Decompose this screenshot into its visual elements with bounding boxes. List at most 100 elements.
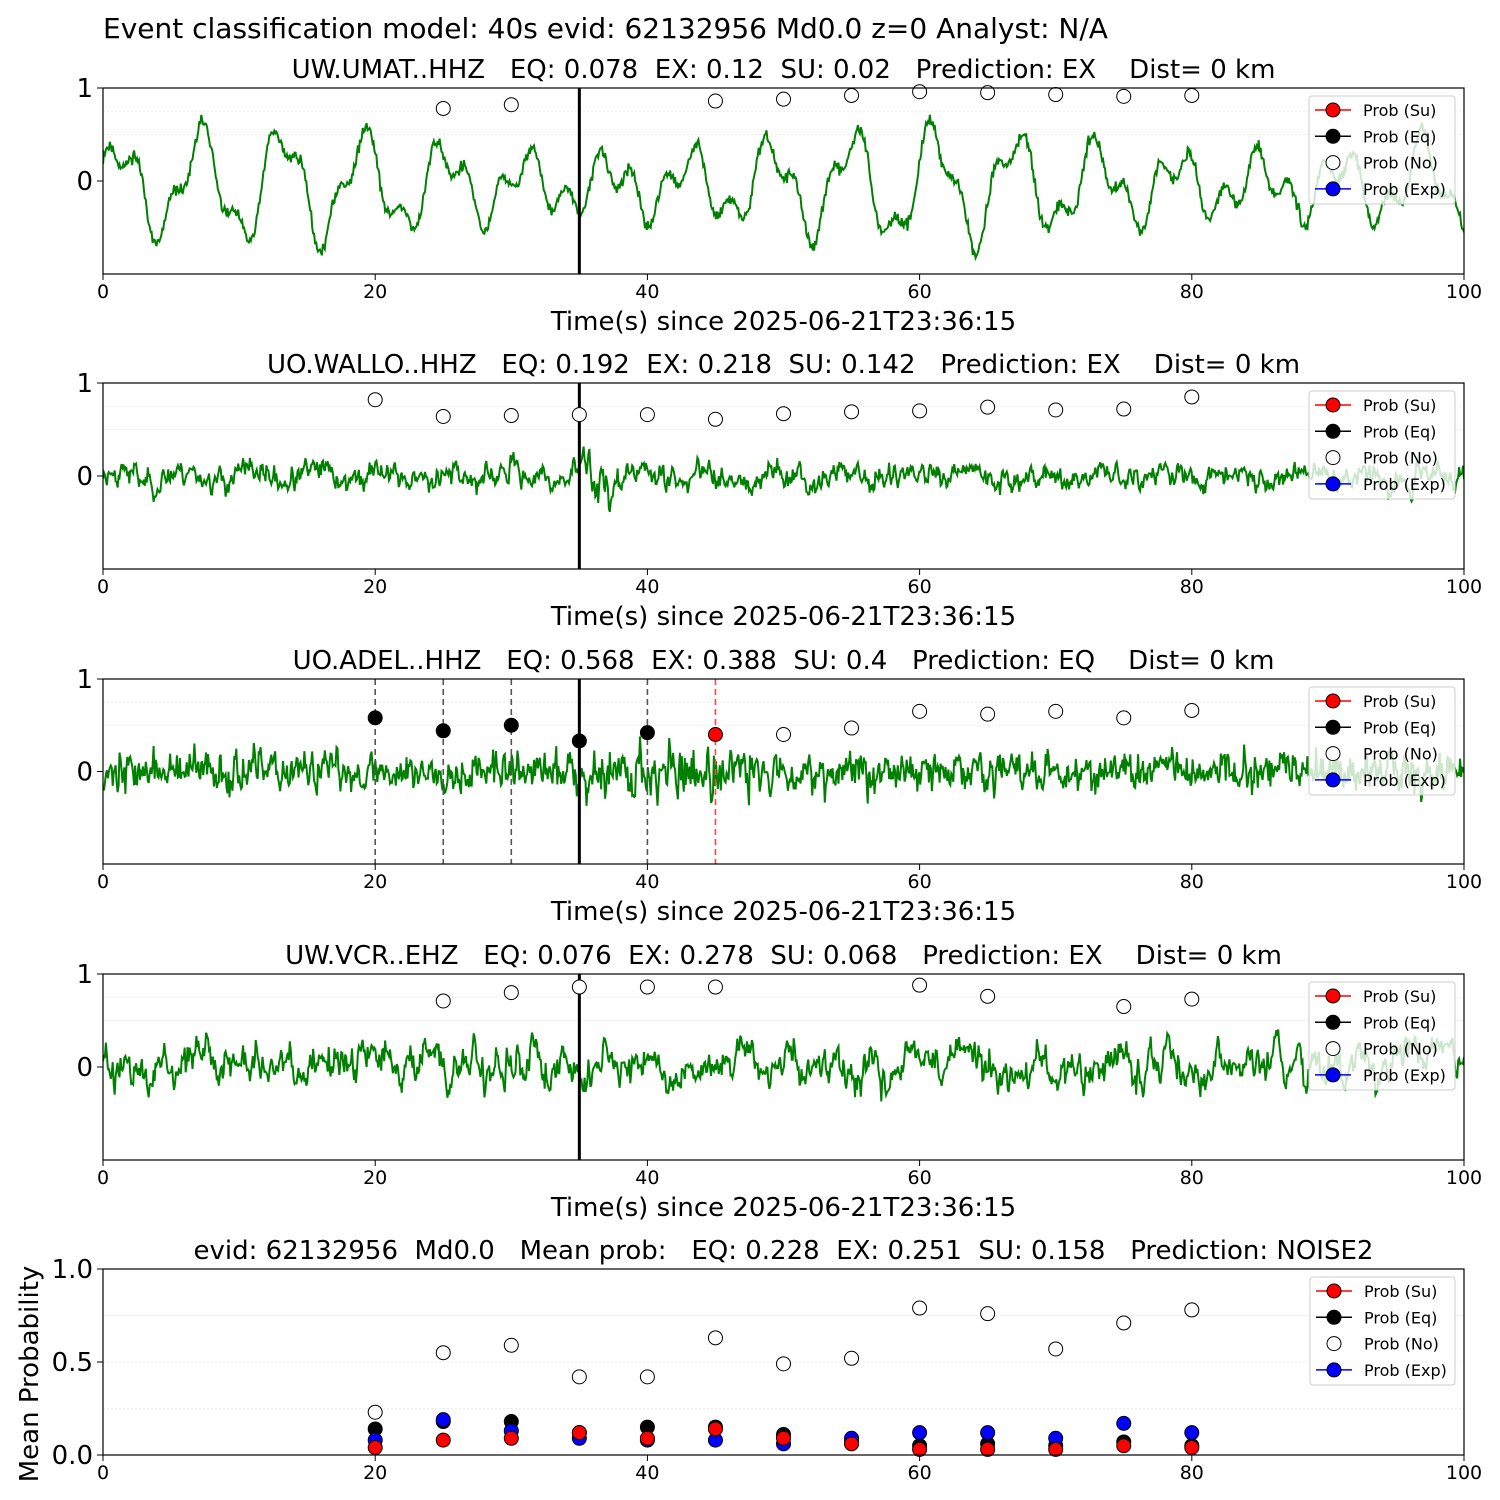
panel-4: 0 20 40 60 80 100 0 1 UW.VCR..EHZ EQ: 0.076 EX: … bbox=[76, 941, 1482, 1223]
legend-label: Prob (Eq) bbox=[1363, 422, 1436, 441]
prob-no-point bbox=[1184, 87, 1200, 103]
legend-label: Prob (Exp) bbox=[1364, 1361, 1447, 1380]
prob-no-point bbox=[367, 392, 383, 408]
x-tick-label: 40 bbox=[635, 281, 659, 303]
y-tick-label: 0.5 bbox=[52, 1348, 93, 1378]
prob-exp-point bbox=[912, 1425, 928, 1441]
plot-area bbox=[103, 88, 1464, 274]
x-tick-label: 0 bbox=[97, 1167, 109, 1189]
legend-box bbox=[1308, 686, 1456, 796]
y-tick-label: 0.0 bbox=[52, 1441, 93, 1471]
y-tick-label: 1 bbox=[76, 74, 93, 104]
prob-no-point bbox=[844, 87, 860, 103]
legend-marker bbox=[1325, 988, 1341, 1004]
prob-no-point bbox=[503, 985, 519, 1001]
prob-exp-point bbox=[980, 1425, 996, 1441]
x-tick-label: 100 bbox=[1446, 871, 1482, 893]
prob-no-point bbox=[435, 1345, 451, 1361]
prob-eq-point bbox=[367, 710, 383, 726]
y-tick-label: 0 bbox=[76, 462, 93, 492]
prob-no-point bbox=[1048, 703, 1064, 719]
legend-label: Prob (Su) bbox=[1363, 101, 1436, 120]
prob-no-point bbox=[844, 720, 860, 736]
panel-title: UW.VCR..EHZ EQ: 0.076 EX: 0.278 SU: 0.06… bbox=[285, 941, 1282, 971]
legend-marker bbox=[1326, 1362, 1342, 1378]
prob-su-point bbox=[639, 1430, 655, 1446]
prob-no-point bbox=[844, 1350, 860, 1366]
x-tick-label: 20 bbox=[363, 1167, 387, 1189]
waveform-trace bbox=[103, 736, 1464, 806]
prob-exp-point bbox=[1184, 1425, 1200, 1441]
prob-no-point bbox=[1116, 88, 1132, 104]
x-tick-label: 40 bbox=[635, 1167, 659, 1189]
x-tick-label: 40 bbox=[635, 871, 659, 893]
prob-eq-point bbox=[435, 723, 451, 739]
x-tick-label: 80 bbox=[1180, 1167, 1204, 1189]
prob-su-point bbox=[503, 1430, 519, 1446]
legend-label: Prob (Exp) bbox=[1363, 180, 1446, 199]
x-tick-label: 20 bbox=[363, 576, 387, 598]
legend-label: Prob (Exp) bbox=[1363, 771, 1446, 790]
prob-no-point bbox=[707, 411, 723, 427]
y-tick-label: 0 bbox=[76, 167, 93, 197]
legend-label: Prob (No) bbox=[1363, 1040, 1438, 1059]
prob-no-point bbox=[503, 97, 519, 113]
prob-no-point bbox=[1048, 87, 1064, 103]
prob-no-point bbox=[639, 407, 655, 423]
prob-no-point bbox=[435, 100, 451, 116]
x-tick-label: 40 bbox=[635, 1462, 659, 1484]
x-tick-label: 100 bbox=[1446, 1462, 1482, 1484]
x-tick-label: 100 bbox=[1446, 281, 1482, 303]
legend-marker bbox=[1325, 128, 1341, 144]
y-tick-label: 1 bbox=[76, 369, 93, 399]
legend-marker bbox=[1325, 772, 1341, 788]
x-axis-label: Time(s) since 2025-06-21T23:36:15 bbox=[550, 602, 1016, 632]
waveform-trace bbox=[103, 1029, 1464, 1102]
legend-label: Prob (Su) bbox=[1363, 692, 1436, 711]
x-axis-label: Time(s) since 2025-06-21T23:36:15 bbox=[550, 897, 1016, 927]
prob-no-point bbox=[980, 1306, 996, 1322]
x-axis-label: Time(s) since 2025-06-21T23:36:15 bbox=[550, 307, 1016, 337]
legend-label: Prob (Su) bbox=[1363, 396, 1436, 415]
prob-no-point bbox=[776, 406, 791, 422]
prob-no-point bbox=[707, 1330, 723, 1346]
panel-5: 0 20 40 60 80 100 0.0 0.5 1.0 evid: 62132956 Md0.… bbox=[15, 1236, 1482, 1484]
x-tick-label: 80 bbox=[1180, 1462, 1204, 1484]
prob-no-point bbox=[912, 403, 928, 419]
y-tick-label: 1.0 bbox=[52, 1255, 93, 1285]
panel-title: UO.WALLO..HHZ EQ: 0.192 EX: 0.218 SU: 0.… bbox=[267, 350, 1300, 380]
legend-marker bbox=[1325, 1067, 1341, 1083]
legend-box bbox=[1308, 981, 1456, 1091]
x-tick-label: 80 bbox=[1180, 871, 1204, 893]
prob-su-point bbox=[707, 1421, 723, 1437]
prob-no-point bbox=[639, 979, 655, 995]
legend-marker bbox=[1325, 155, 1341, 171]
prob-no-point bbox=[1048, 402, 1064, 418]
x-tick-label: 100 bbox=[1446, 576, 1482, 598]
legend-box bbox=[1309, 1276, 1456, 1386]
prob-su-point bbox=[912, 1441, 928, 1457]
x-tick-label: 20 bbox=[363, 1462, 387, 1484]
legend-label: Prob (Su) bbox=[1364, 1282, 1437, 1301]
prob-exp-point bbox=[1116, 1415, 1132, 1431]
x-tick-label: 60 bbox=[908, 871, 932, 893]
legend-marker bbox=[1325, 181, 1341, 197]
prob-su-point bbox=[571, 1425, 587, 1441]
prob-no-point bbox=[776, 91, 791, 107]
figure-title: Event classification model: 40s evid: 62… bbox=[103, 12, 1108, 45]
legend-label: Prob (No) bbox=[1364, 1335, 1439, 1354]
prob-exp-point bbox=[435, 1412, 451, 1428]
legend-label: Prob (No) bbox=[1363, 449, 1438, 468]
plot-area bbox=[103, 679, 1464, 864]
x-tick-label: 20 bbox=[363, 871, 387, 893]
prob-su-point bbox=[980, 1441, 996, 1457]
legend-label: Prob (Exp) bbox=[1363, 475, 1446, 494]
prob-no-point bbox=[912, 1300, 928, 1316]
prob-su-point bbox=[776, 1430, 791, 1446]
prob-eq-point bbox=[571, 733, 587, 749]
legend-marker bbox=[1325, 719, 1341, 735]
prob-no-point bbox=[707, 93, 723, 109]
prob-no-point bbox=[639, 1369, 655, 1385]
y-tick-label: 1 bbox=[76, 665, 93, 695]
